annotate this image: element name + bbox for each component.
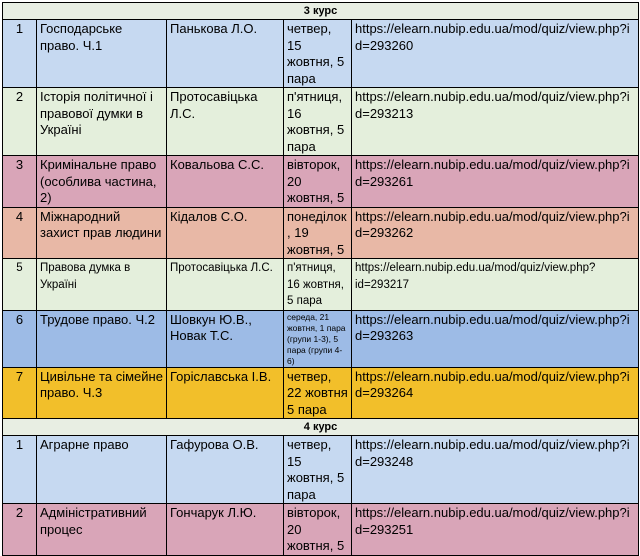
row-number: 2	[2, 503, 37, 556]
course-name: Трудове право. Ч.2	[36, 309, 167, 368]
exam-time: п'ятниця, 16 жовтня, 5 пара	[283, 87, 352, 156]
exam-time: п'ятниця, 16 жовтня, 5 пара	[283, 258, 352, 311]
course-name: Історія політичної і правової думки в Ук…	[36, 87, 167, 156]
quiz-link[interactable]: https://elearn.nubip.edu.ua/mod/quiz/vie…	[350, 206, 640, 259]
quiz-link[interactable]: https://elearn.nubip.edu.ua/mod/quiz/vie…	[350, 503, 640, 556]
table-row: 1 Господарське право. Ч.1 Панькова Л.О. чет…	[2, 19, 640, 88]
table-row: 1 Аграрне право Гафурова О.В. четвер, 15 жо…	[2, 435, 640, 504]
course-name: Кримінальне право (особлива частина, 2)	[36, 155, 167, 208]
course-name: Цивільне та сімейне право. Ч.3	[36, 366, 167, 419]
exam-time: четвер, 15 жовтня, 5 пара	[283, 435, 352, 504]
teacher-name: Панькова Л.О.	[166, 19, 284, 88]
quiz-link[interactable]: https://elearn.nubip.edu.ua/mod/quiz/vie…	[350, 87, 640, 156]
row-number: 1	[2, 435, 37, 504]
teacher-name: Протосавіцька Л.С.	[166, 258, 284, 311]
teacher-name: Кідалов С.О.	[166, 206, 284, 259]
course-name: Адміністративний процес	[36, 503, 167, 556]
row-number: 3	[2, 155, 37, 208]
quiz-link[interactable]: https://elearn.nubip.edu.ua/mod/quiz/vie…	[350, 309, 640, 368]
teacher-name: Гончарук Л.Ю.	[166, 503, 284, 556]
table-row: 2 Історія політичної і правової думки в У…	[2, 87, 640, 156]
exam-time: четвер, 15 жовтня, 5 пара	[283, 19, 352, 88]
exam-time: вівторок, 20 жовтня, 5	[283, 155, 352, 208]
course-name: Аграрне право	[36, 435, 167, 504]
table-row: 6 Трудове право. Ч.2 Шовкун Ю.В., Новак Т.…	[2, 309, 640, 368]
quiz-link[interactable]: https://elearn.nubip.edu.ua/mod/quiz/vie…	[350, 19, 640, 88]
section-header-row: 4 курс	[1, 418, 640, 436]
row-number: 5	[2, 258, 37, 311]
row-number: 4	[2, 206, 37, 259]
teacher-name: Гафурова О.В.	[166, 435, 284, 504]
course-name: Міжнародний захист прав людини	[36, 206, 167, 259]
exam-time: понеділок, 19 жовтня, 5	[283, 206, 352, 259]
row-number: 2	[2, 87, 37, 156]
table-row: 7 Цивільне та сімейне право. Ч.3 Горіславс…	[2, 366, 640, 419]
course-name: Господарське право. Ч.1	[36, 19, 167, 88]
section-title: 4 курс	[1, 418, 640, 436]
teacher-name: Протосавіцька Л.С.	[166, 87, 284, 156]
section-title: 3 курс	[1, 2, 640, 20]
quiz-link[interactable]: https://elearn.nubip.edu.ua/mod/quiz/vie…	[350, 435, 640, 504]
table-row: 2 Адміністративний процес Гончарук Л.Ю. вів…	[2, 503, 640, 556]
quiz-link[interactable]: https://elearn.nubip.edu.ua/mod/quiz/vie…	[350, 155, 640, 208]
teacher-name: Шовкун Ю.В., Новак Т.С.	[166, 309, 284, 368]
table-row: 4 Міжнародний захист прав людини Кідалов С…	[2, 206, 640, 259]
section-header-row: 3 курс	[1, 2, 640, 20]
row-number: 1	[2, 19, 37, 88]
table-row: 3 Кримінальне право (особлива частина, 2)…	[2, 155, 640, 208]
teacher-name: Горіславська І.В.	[166, 366, 284, 419]
quiz-link[interactable]: https://elearn.nubip.edu.ua/mod/quiz/vie…	[350, 258, 640, 311]
course-name: Правова думка в Україні	[36, 258, 167, 311]
row-number: 6	[2, 309, 37, 368]
table-row: 5 Правова думка в Україні Протосавіцька Л.…	[2, 258, 640, 311]
exam-time: четвер, 22 жовтня 5 пара	[283, 366, 352, 419]
exam-time: вівторок, 20 жовтня, 5	[283, 503, 352, 556]
quiz-link[interactable]: https://elearn.nubip.edu.ua/mod/quiz/vie…	[350, 366, 640, 419]
exam-time: середа, 21 жовтня, 1 пара (групи 1-3), 5…	[283, 309, 352, 368]
row-number: 7	[2, 366, 37, 419]
teacher-name: Ковальова С.С.	[166, 155, 284, 208]
